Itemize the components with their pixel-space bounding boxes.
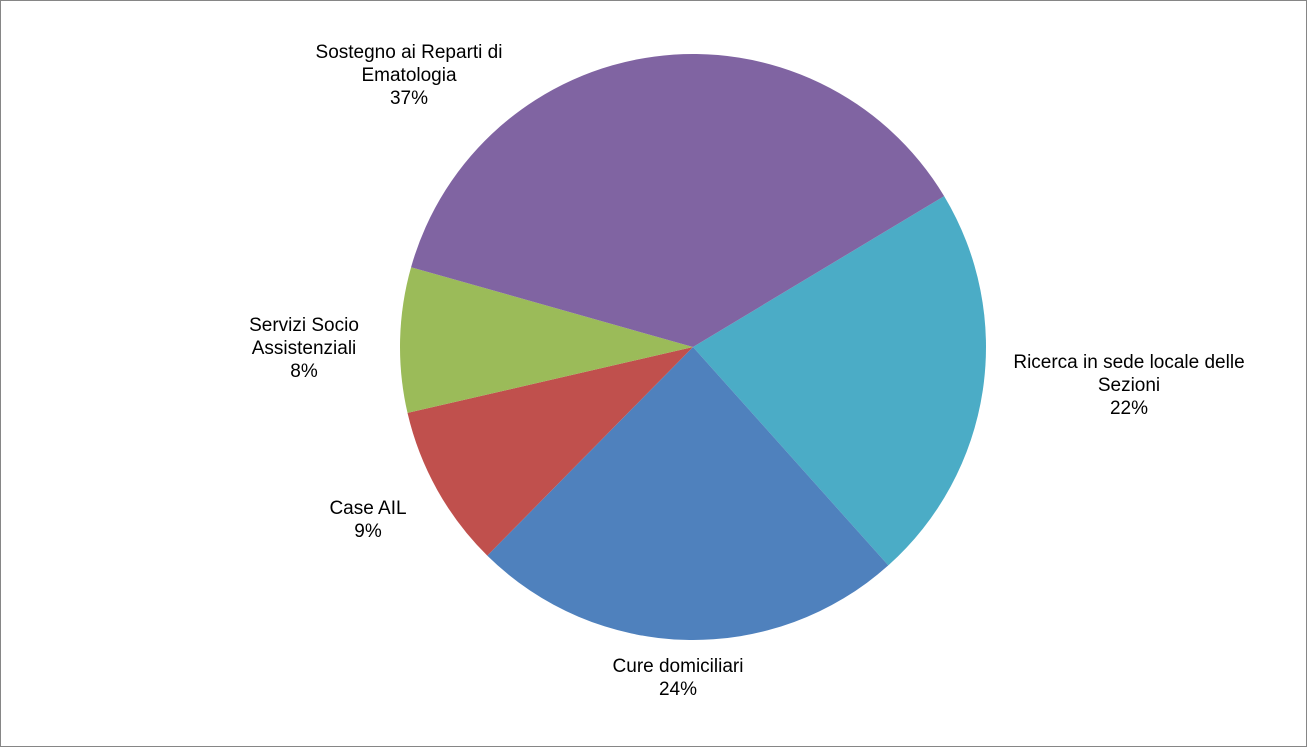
pie-slice xyxy=(400,267,693,413)
value-label: 9% xyxy=(354,521,382,542)
value-label: 22% xyxy=(1109,398,1149,419)
slice-label: Case AIL 9% xyxy=(293,497,443,543)
pie-slice xyxy=(411,54,945,348)
value-label: 37% xyxy=(389,88,429,109)
category-label: Sostegno ai Reparti di Ematologia xyxy=(315,42,503,86)
pie-slice xyxy=(693,196,986,566)
slice-label: Cure domiciliari 24% xyxy=(553,655,803,701)
pie-slice xyxy=(407,347,693,556)
category-label: Case AIL xyxy=(329,498,407,519)
category-label: Ricerca in sede locale delle Sezioni xyxy=(1013,352,1245,396)
slice-label: Sostegno ai Reparti di Ematologia 37% xyxy=(279,41,539,110)
value-label: 8% xyxy=(290,361,318,382)
category-label: Servizi Socio Assistenziali xyxy=(249,315,359,359)
slice-label: Servizi Socio Assistenziali 8% xyxy=(219,314,389,383)
slice-label: Ricerca in sede locale delle Sezioni 22% xyxy=(1004,351,1254,420)
category-label: Cure domiciliari xyxy=(612,656,744,677)
pie-slice xyxy=(487,347,889,640)
value-label: 24% xyxy=(658,679,698,700)
